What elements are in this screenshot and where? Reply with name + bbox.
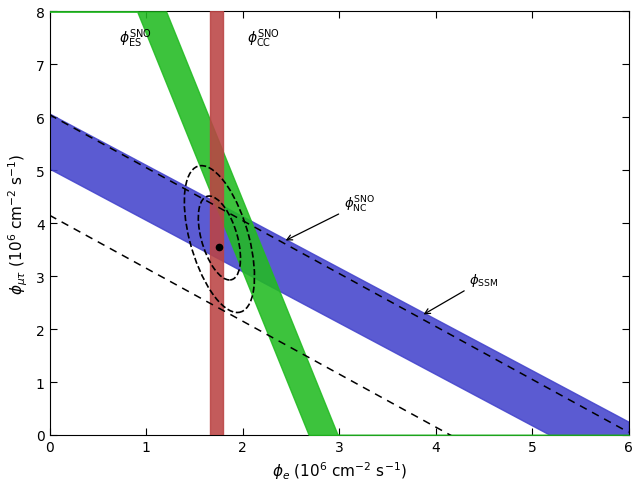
Text: $\phi_{\rm CC}^{\rm SNO}$: $\phi_{\rm CC}^{\rm SNO}$ <box>248 27 280 50</box>
Text: $\phi_{\rm ES}^{\rm SNO}$: $\phi_{\rm ES}^{\rm SNO}$ <box>119 27 152 50</box>
Text: $\phi_{\rm SSM}$: $\phi_{\rm SSM}$ <box>425 271 499 314</box>
Bar <box>210 12 223 435</box>
X-axis label: $\phi_e$ (10$^6$ cm$^{-2}$ s$^{-1}$): $\phi_e$ (10$^6$ cm$^{-2}$ s$^{-1}$) <box>271 459 406 481</box>
Y-axis label: $\phi_{\mu\tau}$ (10$^6$ cm$^{-2}$ s$^{-1}$): $\phi_{\mu\tau}$ (10$^6$ cm$^{-2}$ s$^{-… <box>7 153 30 294</box>
Text: $\phi_{\rm NC}^{\rm SNO}$: $\phi_{\rm NC}^{\rm SNO}$ <box>287 194 375 241</box>
